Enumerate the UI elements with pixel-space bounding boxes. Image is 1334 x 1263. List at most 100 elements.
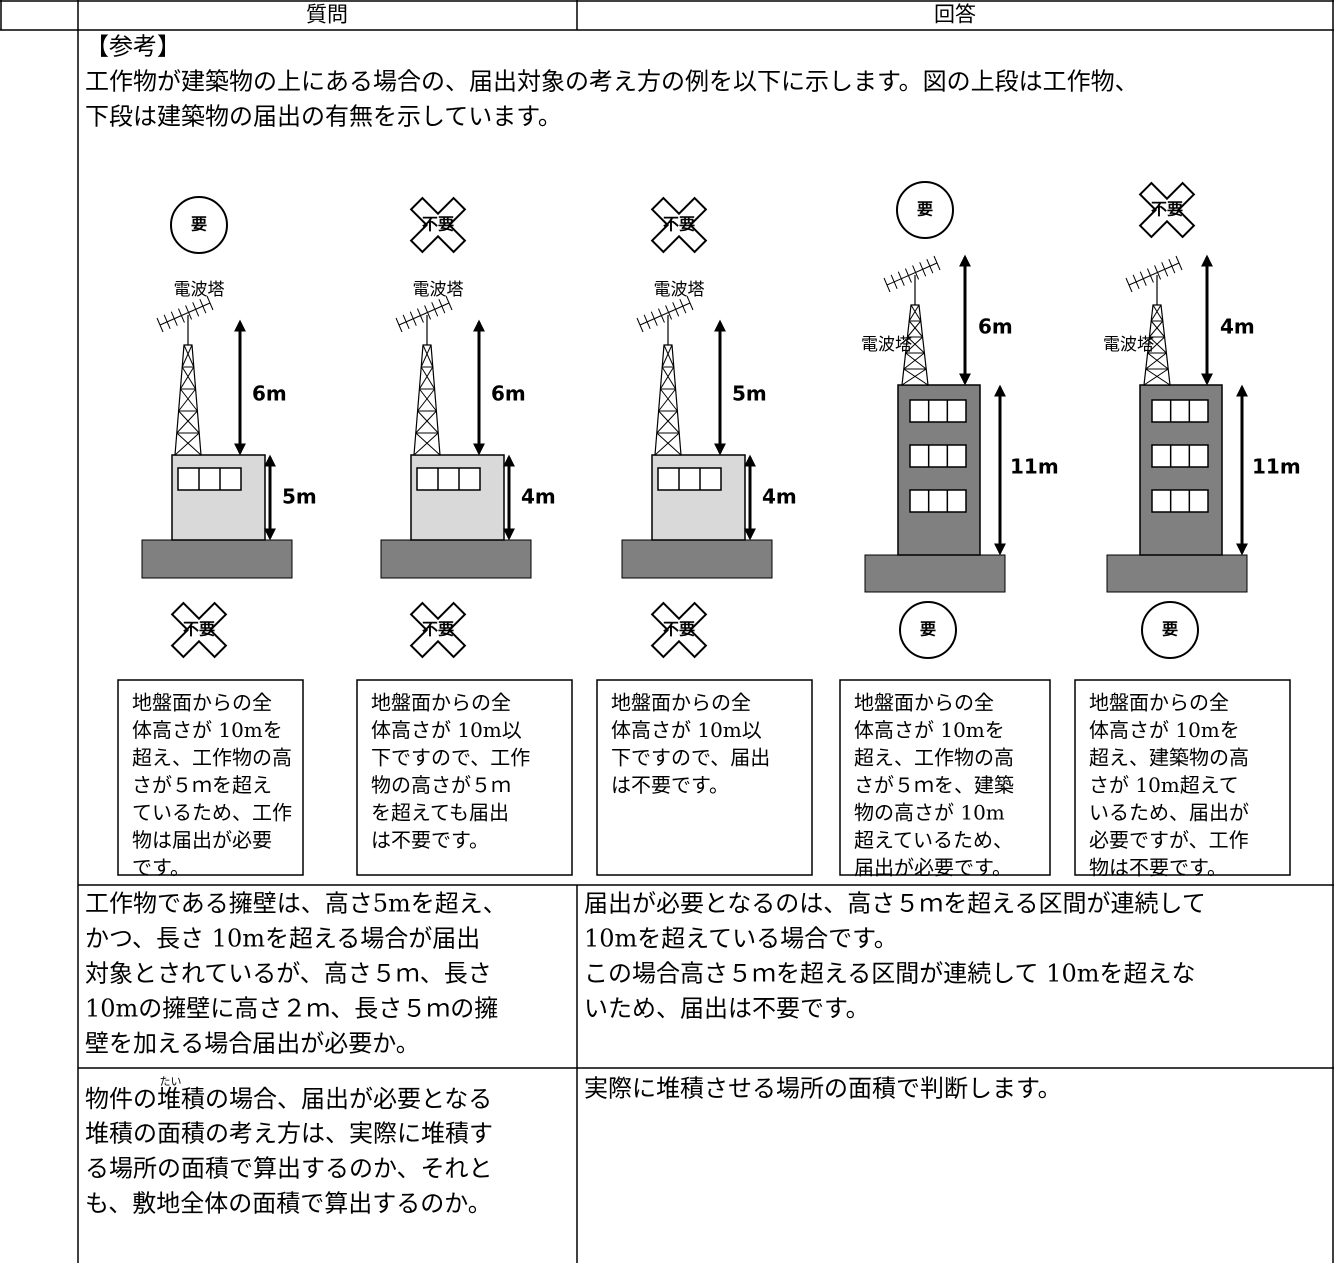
tower-brace [1150,320,1165,338]
structure-height: 6m [491,382,526,406]
tower-brace [179,366,195,390]
header-question: 質問 [306,3,348,27]
structure-height: 5m [732,382,767,406]
caption-line: 超え、工作物の高 [132,746,292,770]
ground [864,554,1006,593]
window [416,467,481,491]
tower-brace [661,366,677,390]
badge: 要 [1141,601,1199,659]
badge: 不要 [170,601,228,659]
caption-line: 物は不要です。 [1089,856,1227,880]
tower-brace [1145,352,1167,370]
badge: 不要 [1138,181,1196,239]
caption-line: 超え、建築物の高 [1089,746,1249,770]
caption-line: 下ですので、工作 [371,746,530,770]
tower-brace [183,344,195,368]
question-segment: 積の場合、届出が必要となる [181,1085,492,1113]
badge: 要 [896,181,954,239]
badge: 要 [170,196,228,254]
tower-frame [174,344,202,456]
caption-line: 体高さが 10m以 [371,718,522,742]
badge-text: 不要 [422,215,454,234]
tower-brace [419,388,437,412]
question-line: 堆積の面積の考え方は、実際に堆積す [85,1120,493,1148]
antenna-element [657,308,665,323]
tower-brace [1149,336,1167,354]
window [177,467,242,491]
answer-line: いため、届出は不要です。 [584,995,870,1023]
tower-label: 電波塔 [174,280,225,300]
antenna-element [402,314,410,330]
antenna-element [163,314,171,330]
tower-brace [903,368,929,386]
badge-cross [409,196,467,254]
antenna-element [177,308,185,323]
tower-brace [1147,352,1169,370]
antenna-element [672,302,680,317]
antenna-boom [639,302,691,326]
tower-brace [1143,368,1169,386]
ground [1106,554,1248,593]
tower-brace [905,352,927,370]
badge-cross [409,601,467,659]
ruby-text: たい [160,1075,182,1088]
badge-circle [899,601,957,659]
tower-brace [415,410,437,434]
caption-line: いるため、届出が [1089,801,1249,825]
caption-box [117,679,304,876]
tower-brace [654,432,680,456]
antenna-element [686,295,694,311]
badge-text: 不要 [663,620,695,639]
question-segment: 堆 [157,1085,181,1113]
antenna-element [438,298,446,314]
caption-box [1074,679,1291,876]
caption-line: です。 [132,856,190,880]
badge-circle [170,196,228,254]
badge: 不要 [409,196,467,254]
caption-line: 体高さが 10mを [1089,718,1240,742]
question-line: 10mの擁壁に高さ２ｍ、長さ５ｍの擁 [85,995,498,1023]
badge: 要 [899,601,957,659]
tower-brace [420,344,432,368]
badge-text: 不要 [1151,200,1183,219]
tower-brace [658,388,676,412]
caption-line: 体高さが 10mを [132,718,283,742]
tower-brace [1149,320,1164,338]
caption-line: 物の高さが 10m [854,801,1005,825]
structure-height: 4m [1220,315,1255,339]
antenna-element [192,302,200,317]
antenna-element [416,308,424,323]
caption-line: は不要です。 [611,773,729,797]
caption-box [596,679,813,876]
caption-line: さが５ｍを超え [132,773,272,797]
antenna-element [1132,274,1140,290]
badge: 不要 [650,196,708,254]
caption-line: 物の高さが５ｍ [371,773,511,797]
tower [883,255,941,386]
antenna-element [926,258,934,274]
tower-brace [1152,304,1164,322]
antenna-element [1161,262,1169,277]
tower [395,295,453,456]
question-line: 壁を加える場合届出が必要か。 [85,1030,420,1058]
antenna-element [409,311,417,326]
caption-line: 物は届出が必要 [132,828,272,852]
tower-brace [907,336,925,354]
building-height: 5m [282,485,317,509]
antenna-element [650,311,658,326]
antenna-element [185,305,193,320]
building-height: 4m [521,485,556,509]
caption-box [839,679,1051,876]
tower-label: 電波塔 [654,280,705,300]
ground [380,539,532,579]
antenna-element [665,305,673,320]
tower-brace [1145,368,1171,386]
caption-line: 地盤面からの全 [371,691,511,715]
tower-brace [420,366,436,390]
antenna-element [679,298,687,314]
antenna-element [431,302,439,317]
tower-brace [418,366,434,390]
tower-brace [417,388,435,412]
tower-brace [413,432,439,456]
